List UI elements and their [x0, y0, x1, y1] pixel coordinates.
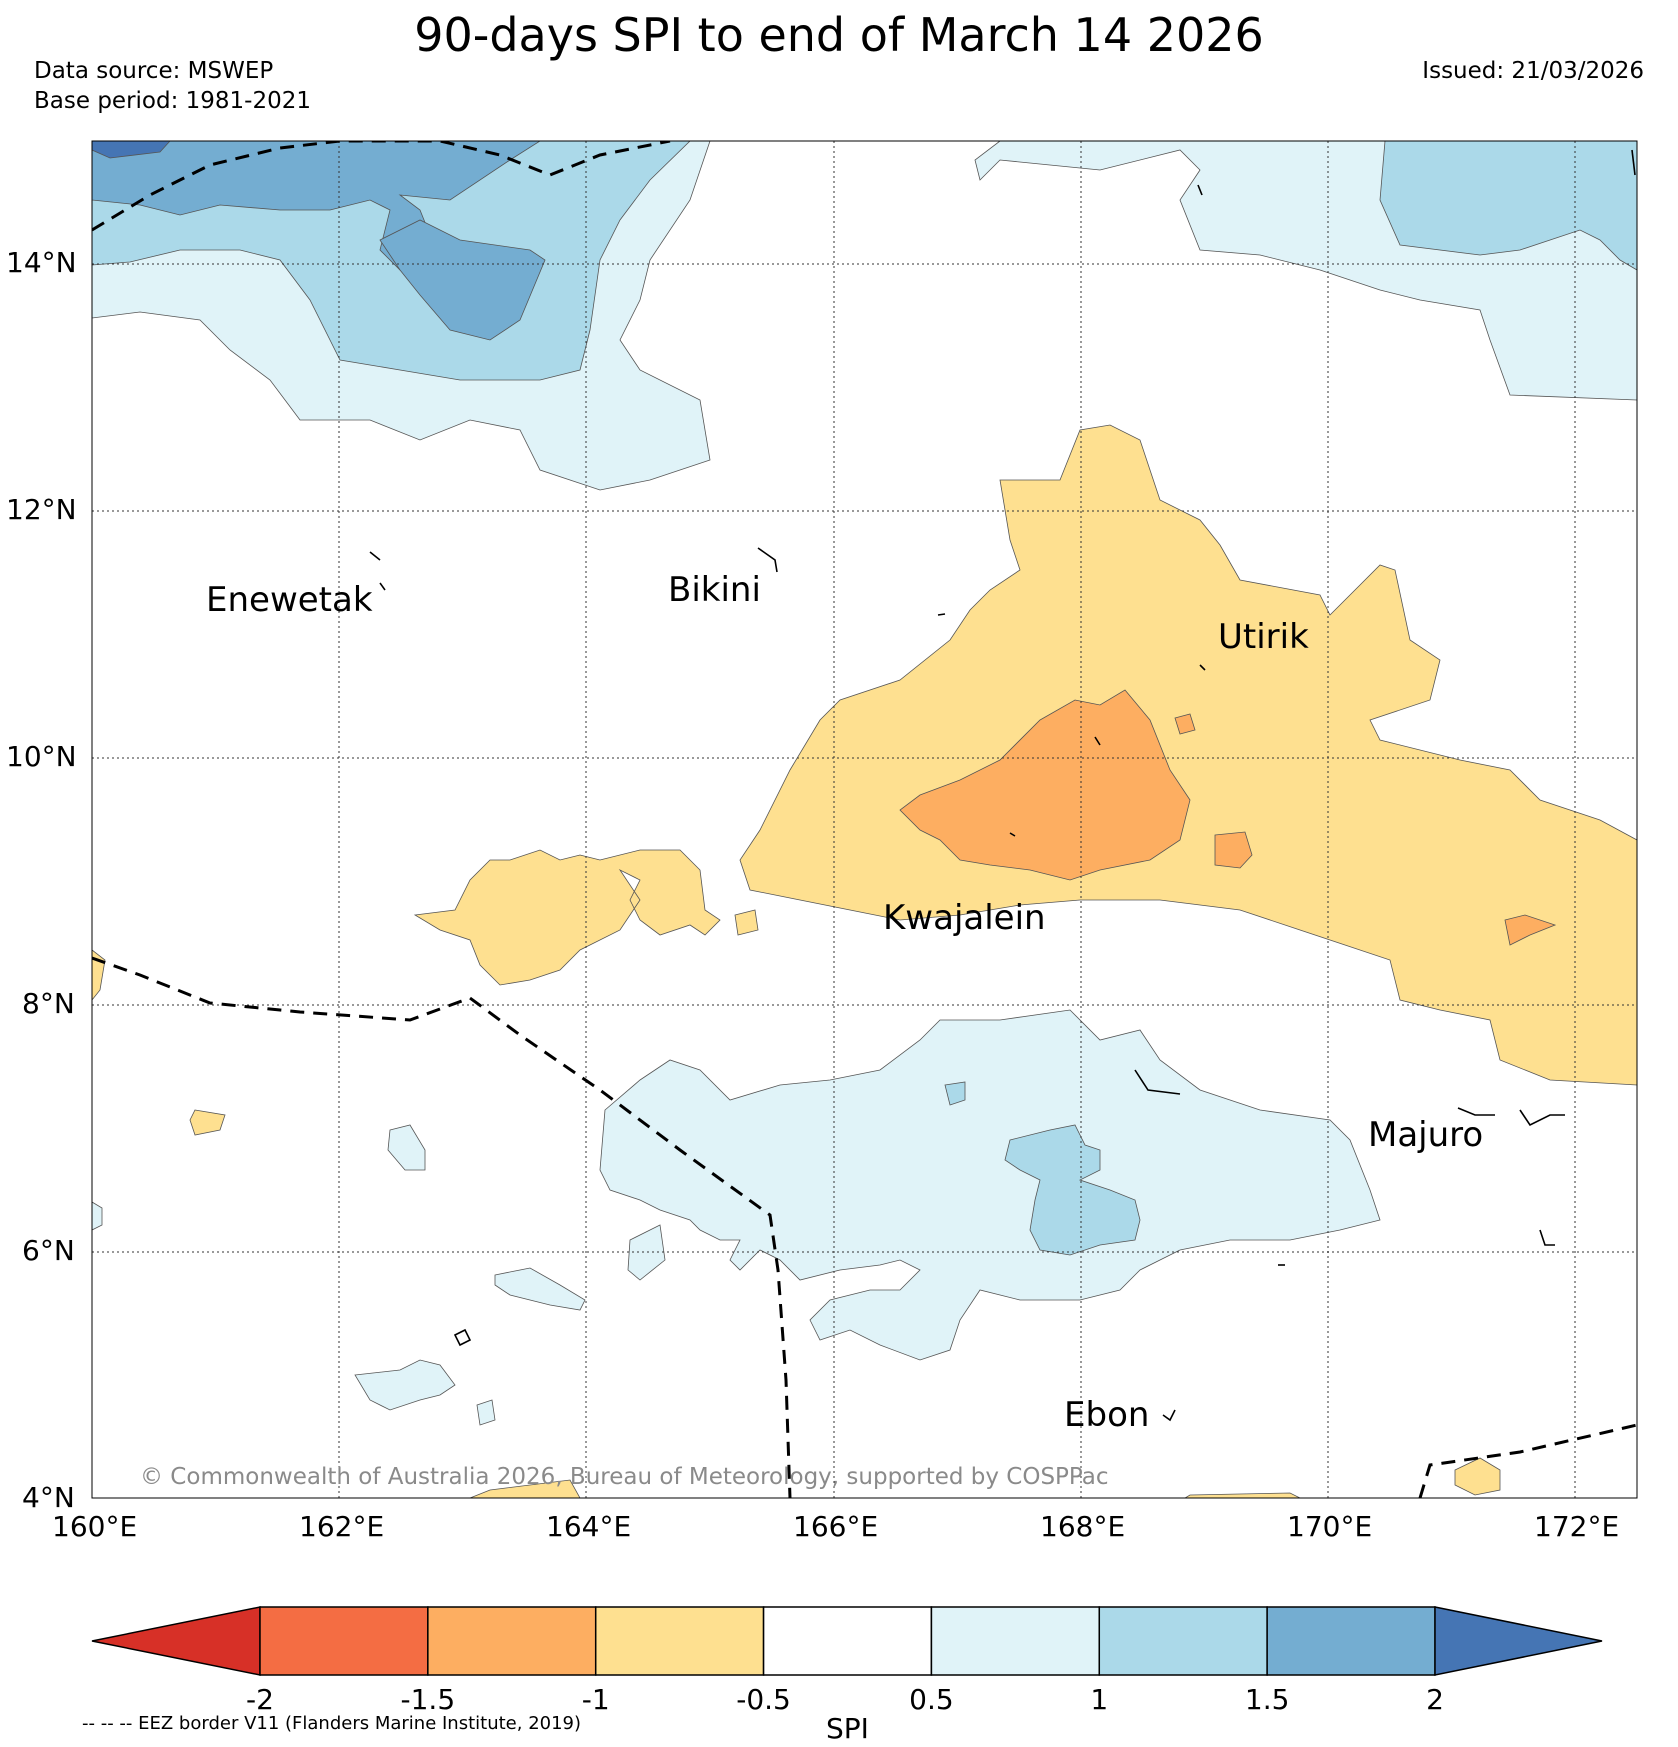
- lat-label-12n: 12°N: [6, 493, 77, 526]
- contour-moderately-dry-2: [1214, 831, 1253, 869]
- colorbar-segment: [427, 1606, 597, 1676]
- colorbar-tick-label: 1.5: [1244, 1683, 1290, 1716]
- contour-dry-bottom: [1184, 1492, 1301, 1498]
- colorbar-segments: [91, 1606, 1603, 1676]
- colorbar-tick-label: 0.5: [909, 1683, 954, 1716]
- colorbar-label: SPI: [826, 1712, 869, 1745]
- colorbar-tick-label: -1: [581, 1683, 610, 1716]
- colorbar-tick-label: 1: [1090, 1683, 1109, 1716]
- contour-wet-islet-3: [354, 1359, 456, 1411]
- contour-dry-small-1: [189, 1109, 226, 1136]
- lat-label-8n: 8°N: [22, 987, 75, 1020]
- lon-label-170e: 170°E: [1287, 1510, 1373, 1543]
- contour-south-wet-small: [944, 1081, 966, 1106]
- contour-top-left-darkest: [92, 141, 171, 159]
- eez-legend-note: -- -- -- EEZ border V11 (Flanders Marine…: [82, 1713, 582, 1734]
- issued-date: Issued: 21/03/2026: [1422, 58, 1644, 84]
- data-source: Data source: MSWEP: [34, 58, 274, 84]
- lat-label-10n: 10°N: [6, 740, 77, 773]
- contour-moderately-dry-3: [1504, 914, 1557, 946]
- graticule: [92, 141, 1637, 1498]
- colorbar-tick-label: -2: [246, 1683, 274, 1716]
- colorbar-segment: [762, 1606, 933, 1676]
- contour-dry-southeast: [1454, 1457, 1501, 1496]
- eez-borders: [92, 141, 1637, 1498]
- colorbar-tick-label: 2: [1426, 1683, 1444, 1716]
- atoll-outlines: [369, 149, 1636, 1422]
- contour-wet-islet-2: [494, 1267, 586, 1311]
- contour-south-wet-core: [1004, 1124, 1141, 1256]
- lat-label-6n: 6°N: [22, 1234, 75, 1267]
- colorbar-extend-low: [91, 1606, 261, 1676]
- colorbar-extend-high: [1434, 1606, 1603, 1676]
- lat-label-14n: 14°N: [6, 246, 77, 279]
- contour-dry-bottom2: [469, 1479, 581, 1498]
- lon-label-172e: 172°E: [1534, 1510, 1620, 1543]
- contour-moderately-dry-4: [1174, 713, 1196, 735]
- copyright-notice: © Commonwealth of Australia 2026, Bureau…: [140, 1464, 1109, 1490]
- colorbar-tick-label: -1.5: [400, 1683, 456, 1716]
- place-utirik: Utirik: [1218, 617, 1309, 657]
- lon-label-160e: 160°E: [52, 1510, 138, 1543]
- lon-label-166e: 166°E: [793, 1510, 879, 1543]
- contour-wet-islet-6: [92, 1201, 103, 1231]
- contour-wet-islet-4: [627, 1224, 666, 1281]
- colorbar-segment: [594, 1606, 765, 1676]
- colorbar-segment: [930, 1606, 1101, 1676]
- contour-central-dry: [739, 424, 1637, 1086]
- contour-wet-islet-5: [476, 1399, 496, 1426]
- place-majuro: Majuro: [1368, 1115, 1484, 1155]
- contour-top-right-mid: [1379, 141, 1637, 271]
- lon-label-164e: 164°E: [546, 1510, 632, 1543]
- place-enewetak: Enewetak: [206, 580, 373, 620]
- map-frame: [91, 140, 1638, 1499]
- lon-label-168e: 168°E: [1040, 1510, 1126, 1543]
- place-ebon: Ebon: [1064, 1395, 1150, 1435]
- colorbar-segment: [1098, 1606, 1268, 1676]
- spi-contours: [92, 141, 1637, 1498]
- contour-south-wet: [599, 1009, 1381, 1361]
- base-period: Base period: 1981-2021: [34, 88, 312, 114]
- place-bikini: Bikini: [668, 570, 761, 610]
- place-kwajalein: Kwajalein: [883, 898, 1046, 938]
- contour-top-left-dark2: [379, 219, 546, 341]
- contour-wet-islet-1: [387, 1124, 426, 1171]
- colorbar-tick-label: -0.5: [736, 1683, 791, 1716]
- colorbar-segment: [1266, 1606, 1436, 1676]
- colorbar-segment: [259, 1606, 429, 1676]
- lat-label-4n: 4°N: [22, 1481, 75, 1514]
- lon-label-162e: 162°E: [299, 1510, 385, 1543]
- contour-dry-west: [413, 849, 721, 986]
- contour-dry-small-3: [734, 909, 759, 936]
- map-title: 90-days SPI to end of March 14 2026: [414, 8, 1264, 62]
- contour-moderately-dry: [899, 689, 1191, 881]
